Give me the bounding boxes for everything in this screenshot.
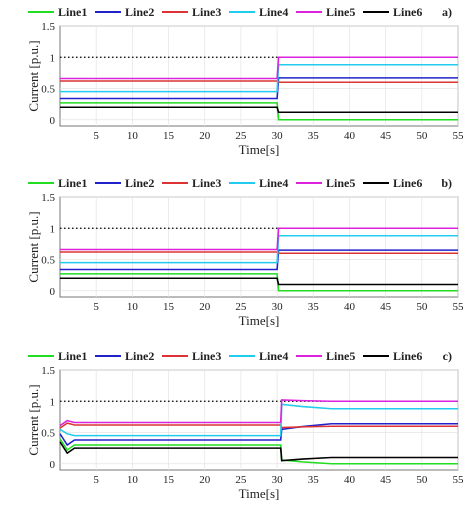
- legend-label-line4: Line4: [259, 5, 288, 19]
- x-tick-label: 50: [416, 130, 428, 142]
- panel-label: a): [442, 5, 452, 19]
- x-tick-label: 30: [272, 130, 284, 142]
- chart-panel-b: Line1 Line2 Line3 Line4 Line5 Line6 b)5 10 15 20 2…: [26, 176, 464, 328]
- x-tick-label: 40: [344, 474, 356, 486]
- x-tick-label: 10: [127, 301, 139, 313]
- x-tick-label: 20: [199, 130, 211, 142]
- y-tick-label: 0.5: [41, 255, 55, 267]
- x-tick-label: 45: [380, 130, 392, 142]
- legend-label-line3: Line3: [192, 349, 221, 363]
- legend-label-line5: Line5: [326, 5, 355, 19]
- series-line5: [60, 227, 458, 251]
- series-line6: [60, 106, 458, 114]
- x-tick-label: 30: [272, 301, 284, 313]
- x-tick-label: 55: [453, 130, 465, 142]
- legend-label-line1: Line1: [58, 349, 87, 363]
- x-tick-label: 5: [93, 474, 99, 486]
- series-group: [59, 399, 458, 465]
- x-axis: 5 10 15 20 25 30 35 40 45 50 55 Time[s]: [93, 197, 464, 328]
- x-tick-label: 25: [235, 301, 247, 313]
- x-tick-label: 15: [163, 474, 175, 486]
- y-axis-label: Current [p.u.]: [26, 211, 41, 282]
- x-tick-label: 5: [93, 301, 99, 313]
- x-tick-label: 30: [272, 474, 284, 486]
- legend-label-line5: Line5: [326, 176, 355, 190]
- legend: Line1 Line2 Line3 Line4 Line5 Line6 c): [28, 349, 452, 363]
- legend-label-line2: Line2: [125, 349, 154, 363]
- legend-label-line6: Line6: [393, 349, 422, 363]
- y-tick-label: 1.5: [41, 365, 55, 377]
- chart-panel-a: Line1 Line2 Line3 Line4 Line5 Line6 a)5 10 15 20 2…: [26, 5, 464, 157]
- x-tick-label: 15: [163, 130, 175, 142]
- series-line5: [59, 399, 458, 427]
- legend-label-line1: Line1: [58, 176, 87, 190]
- x-tick-label: 50: [416, 301, 428, 313]
- legend-label-line6: Line6: [393, 5, 422, 19]
- y-axis-label: Current [p.u.]: [26, 384, 41, 455]
- x-tick-label: 10: [127, 130, 139, 142]
- x-tick-label: 20: [199, 301, 211, 313]
- legend-label-line1: Line1: [58, 5, 87, 19]
- panel-label: b): [441, 176, 452, 190]
- y-tick-label: 0.5: [41, 84, 55, 96]
- legend-label-line3: Line3: [192, 5, 221, 19]
- x-tick-label: 25: [235, 474, 247, 486]
- series-line6: [59, 441, 458, 462]
- x-axis-label: Time[s]: [239, 142, 280, 157]
- y-tick-label: 1: [50, 52, 56, 64]
- series-line5: [60, 56, 458, 80]
- plot-area: [59, 196, 459, 298]
- y-tick-label: 0.5: [41, 428, 55, 440]
- x-tick-label: 50: [416, 474, 428, 486]
- x-axis: 5 10 15 20 25 30 35 40 45 50 55 Time[s]: [93, 370, 464, 501]
- y-tick-label: 1: [50, 396, 56, 408]
- chart-panel-c: Line1 Line2 Line3 Line4 Line5 Line6 c)5 10 15 20 2…: [26, 349, 464, 501]
- x-tick-label: 55: [453, 301, 465, 313]
- legend-label-line4: Line4: [259, 176, 288, 190]
- x-tick-label: 35: [308, 130, 320, 142]
- y-tick-label: 1.5: [41, 192, 55, 204]
- x-tick-label: 45: [380, 474, 392, 486]
- x-tick-label: 5: [93, 130, 99, 142]
- y-tick-label: 0: [50, 286, 56, 298]
- x-tick-label: 25: [235, 130, 247, 142]
- x-tick-label: 35: [308, 301, 320, 313]
- legend: Line1 Line2 Line3 Line4 Line5 Line6 b): [28, 176, 452, 190]
- legend-label-line3: Line3: [192, 176, 221, 190]
- legend-label-line5: Line5: [326, 349, 355, 363]
- x-tick-label: 40: [344, 130, 356, 142]
- y-tick-label: 0: [50, 459, 56, 471]
- legend-label-line2: Line2: [125, 5, 154, 19]
- x-tick-label: 15: [163, 301, 175, 313]
- x-tick-label: 55: [453, 474, 465, 486]
- y-tick-label: 1: [50, 223, 56, 235]
- panel-label: c): [443, 349, 452, 363]
- y-axis-label: Current [p.u.]: [26, 40, 41, 111]
- plot-area: [59, 25, 459, 127]
- series-line6: [60, 277, 458, 286]
- series-group: [60, 56, 458, 121]
- y-tick-label: 1.5: [41, 21, 55, 33]
- series-group: [60, 227, 458, 292]
- plot-area: [59, 369, 459, 471]
- x-axis-label: Time[s]: [239, 313, 280, 328]
- legend-label-line2: Line2: [125, 176, 154, 190]
- x-tick-label: 45: [380, 301, 392, 313]
- legend: Line1 Line2 Line3 Line4 Line5 Line6 a): [28, 5, 452, 19]
- x-tick-label: 35: [308, 474, 320, 486]
- legend-label-line6: Line6: [393, 176, 422, 190]
- legend-label-line4: Line4: [259, 349, 288, 363]
- x-axis-label: Time[s]: [239, 486, 280, 501]
- y-tick-label: 0: [50, 115, 56, 127]
- x-tick-label: 10: [127, 474, 139, 486]
- x-tick-label: 40: [344, 301, 356, 313]
- x-tick-label: 20: [199, 474, 211, 486]
